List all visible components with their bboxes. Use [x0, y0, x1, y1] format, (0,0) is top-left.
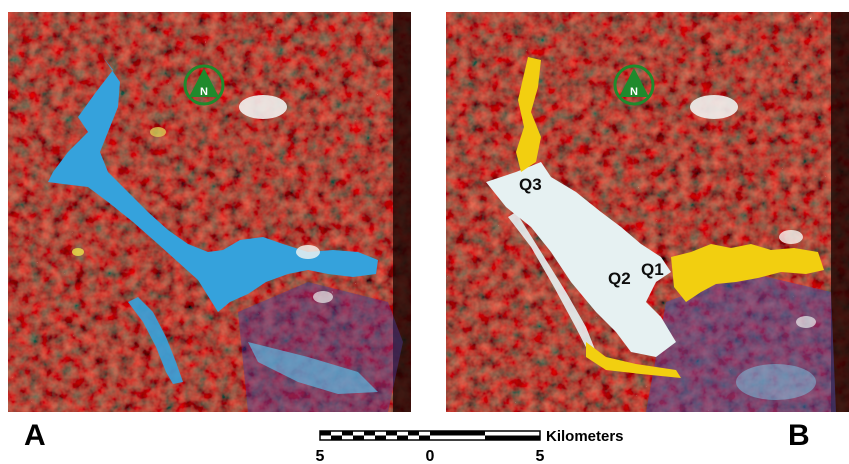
- scale-tick-left: 5: [316, 448, 325, 463]
- scale-tick-right: 5: [536, 448, 545, 463]
- zone-yellow-q1: [671, 244, 824, 302]
- zone-label-q1: Q1: [641, 260, 664, 279]
- scale-tick-center: 0: [426, 448, 435, 463]
- svg-text:N: N: [630, 86, 638, 98]
- scale-unit: Kilometers: [546, 428, 624, 445]
- scale-bar-svg: Kilometers 5 0 5: [316, 428, 624, 463]
- zone-label-q2: Q2: [608, 269, 631, 288]
- svg-text:N: N: [200, 86, 208, 98]
- panel-label-a: A: [24, 419, 46, 452]
- panel-label-b: B: [788, 419, 810, 452]
- map-b-svg: N Q1 Q2 Q3: [446, 12, 849, 412]
- satellite-panel-a: N: [8, 12, 411, 412]
- zone-pale: [486, 162, 676, 357]
- scale-bar: Kilometers 5 0 5: [314, 427, 654, 463]
- map-a-svg: N: [8, 12, 411, 412]
- zone-label-q3: Q3: [519, 175, 542, 194]
- north-arrow-icon: N: [183, 64, 225, 106]
- satellite-panel-b: N Q1 Q2 Q3: [446, 12, 849, 412]
- north-arrow-icon: N: [613, 64, 655, 106]
- reservoir-water: [48, 57, 378, 312]
